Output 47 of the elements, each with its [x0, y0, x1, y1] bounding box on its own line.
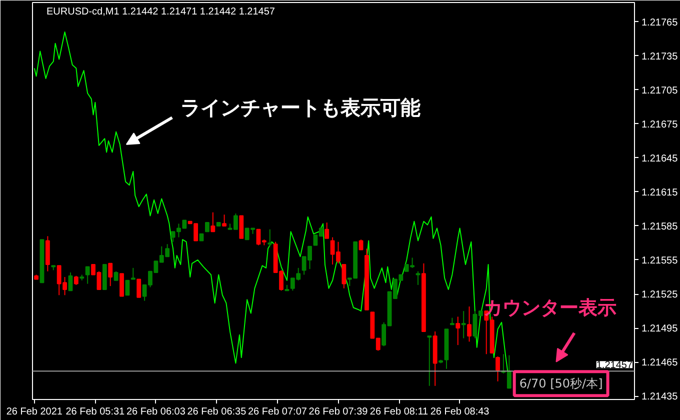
- x-tick-label: 26 Feb 07:07: [248, 406, 308, 418]
- candlestick: [239, 215, 244, 239]
- candlestick: [342, 264, 346, 289]
- candlestick: [68, 272, 73, 292]
- x-tick-label: 26 Feb 2021: [6, 406, 63, 418]
- y-tick-label: 1.21615: [642, 187, 678, 198]
- candlestick: [358, 239, 364, 250]
- candlestick: [120, 273, 124, 297]
- y-tick-label: 1.21495: [642, 324, 678, 335]
- candlestick: [222, 214, 227, 226]
- x-tick-label: 26 Feb 06:03: [126, 406, 186, 418]
- y-tick-label: 1.21675: [642, 119, 678, 130]
- x-tick-label: 26 Feb 07:39: [308, 406, 368, 418]
- candlestick: [427, 335, 432, 386]
- x-tick-label: 26 Feb 08:43: [430, 406, 490, 418]
- annotation: 6/70 [50秒/本]: [519, 376, 603, 391]
- candlestick: [467, 306, 472, 342]
- candlestick: [416, 270, 420, 286]
- candlestick: [136, 278, 142, 298]
- x-tick-label: 26 Feb 08:11: [370, 406, 429, 418]
- candlestick: [125, 280, 130, 296]
- candlestick: [85, 266, 90, 284]
- y-tick-label: 1.21525: [642, 290, 678, 301]
- y-tick-label: 1.21585: [642, 221, 678, 232]
- y-tick-label: 1.21435: [642, 392, 678, 403]
- y-tick-label: 1.21765: [642, 17, 678, 28]
- y-tick-label: 1.21705: [642, 85, 678, 96]
- candlestick: [268, 228, 272, 247]
- candlestick: [205, 222, 210, 232]
- candlestick: [45, 236, 50, 272]
- candlestick: [130, 267, 136, 280]
- candlestick: [461, 310, 466, 339]
- y-tick-label: 1.21555: [642, 255, 678, 266]
- y-tick-label: 1.21465: [642, 358, 678, 369]
- candlestick: [324, 222, 330, 239]
- x-tick-label: 26 Feb 06:35: [187, 406, 247, 418]
- x-tick-label: 26 Feb 05:31: [66, 406, 126, 418]
- candlestick: [74, 275, 78, 286]
- candlestick: [210, 212, 216, 232]
- y-tick-label: 1.21645: [642, 153, 678, 164]
- candlestick: [108, 262, 113, 287]
- annotation: ラインチャートも表示可能: [180, 96, 420, 120]
- candlestick: [114, 270, 118, 281]
- y-tick-label: 1.21735: [642, 51, 678, 62]
- text: EURUSD-cd,M1 1.21442 1.21471 1.21442 1.21457: [46, 6, 276, 18]
- candlestick: [456, 316, 460, 346]
- candlestick: [496, 356, 500, 382]
